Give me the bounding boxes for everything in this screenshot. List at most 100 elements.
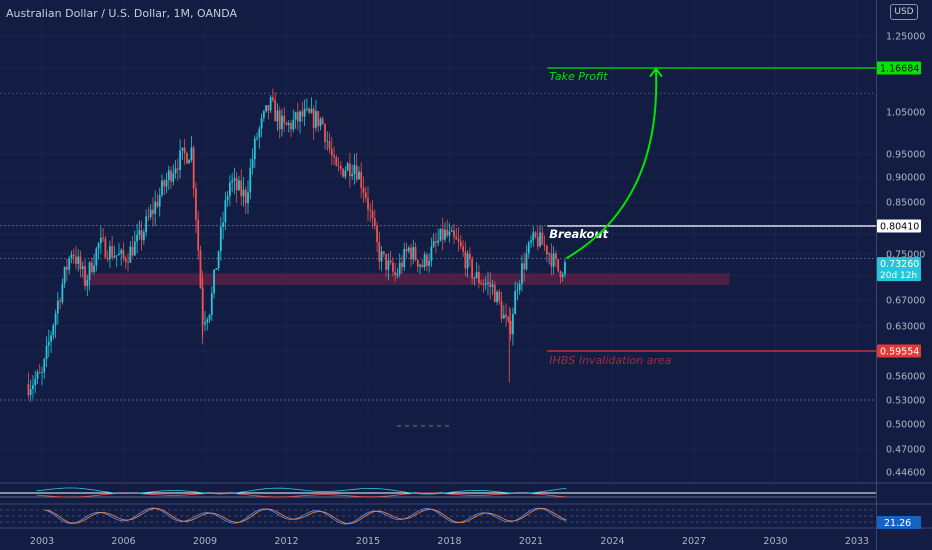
currency-button[interactable]: USD [890, 4, 918, 20]
y-tick-label: 0.47000 [886, 445, 925, 456]
price-axis: 0.44600 0.47000 0.50000 0.53000 0.56000 0.630… [877, 32, 925, 479]
candle-body [244, 189, 247, 204]
candle-body [416, 259, 419, 267]
candle-body [106, 257, 109, 260]
candle-body [428, 260, 431, 266]
y-tick-label: 0.75000 [886, 250, 925, 261]
candle-body [75, 256, 77, 264]
candle-body [398, 262, 401, 274]
candle-body [140, 230, 143, 241]
candle-body [371, 210, 374, 219]
candle-body [115, 255, 118, 256]
candle-body [84, 266, 86, 287]
candle-body [34, 379, 37, 386]
y-tick-label: 0.50000 [886, 420, 925, 431]
y-tick-label: 0.63000 [886, 322, 925, 333]
candle-body [561, 274, 564, 277]
y-tick-label: 1.05000 [886, 108, 925, 119]
candle-body [242, 189, 245, 197]
candle-body [172, 173, 175, 182]
candle-body [52, 325, 55, 336]
candle-body [362, 188, 365, 193]
candle-body [392, 262, 394, 272]
candle-body [299, 111, 301, 122]
candle-body [95, 248, 98, 266]
candle-body [555, 253, 557, 260]
price-label-box [877, 344, 921, 358]
candle-body [272, 97, 274, 101]
candle-body [552, 253, 555, 267]
projection-arrowhead [649, 67, 663, 78]
candle-body [389, 260, 392, 263]
candle-body [550, 253, 553, 267]
candle-body [301, 111, 304, 117]
candle-body [154, 201, 157, 214]
candle-body [412, 246, 415, 260]
candle-body [430, 246, 433, 261]
candle-body [303, 108, 306, 117]
candle-body [342, 168, 344, 177]
dotted-levels-layer [0, 92, 876, 427]
candle-body [471, 259, 474, 279]
candle-body [407, 247, 410, 252]
candle-body [240, 180, 243, 197]
candle-body [437, 240, 440, 243]
candle-body [294, 112, 297, 120]
candle-body [360, 171, 363, 189]
candle-body [93, 265, 95, 273]
support-zone [82, 273, 730, 285]
price-label-box [877, 219, 921, 233]
candle-body [219, 226, 222, 252]
candle-body [68, 258, 71, 270]
indicator2-d-line [44, 508, 567, 524]
candle-body [118, 253, 120, 256]
candle-body [229, 182, 231, 197]
candle-body [439, 228, 442, 241]
candle-body [455, 236, 458, 240]
price-label-text: 1.16684 [880, 64, 919, 75]
candle-body [181, 147, 184, 151]
candle-body [283, 115, 286, 123]
candle-body [61, 283, 64, 302]
candle-body [523, 263, 526, 270]
candle-body [462, 246, 464, 252]
candle-body [199, 250, 202, 289]
chart-title: Australian Dollar / U.S. Dollar, 1M, OAN… [6, 7, 237, 20]
candle-body [113, 255, 116, 258]
candle-body [444, 229, 446, 240]
candle-body [32, 385, 34, 390]
candle-body [213, 269, 215, 294]
support-zone-layer [82, 273, 730, 285]
candle-body [534, 232, 537, 237]
candle-body [548, 253, 551, 255]
indicator2-value-box [877, 516, 921, 529]
candle-body [201, 288, 204, 325]
candle-body [174, 168, 177, 174]
candle-body [152, 209, 154, 214]
candle-body [45, 345, 48, 360]
indicator-panes: 21.26 [0, 482, 932, 529]
candle-body [541, 232, 544, 245]
time-axis: 2003 2006 2009 2012 2015 2018 2021 2024 2027 2030… [30, 536, 869, 547]
price-label-box [877, 257, 921, 282]
candle-body [536, 236, 539, 247]
candle-body [292, 119, 295, 130]
candle-body [482, 284, 485, 286]
candle-body [102, 237, 105, 239]
candle-body [423, 254, 426, 267]
indicator2-k-line [44, 507, 567, 525]
candle-body [514, 291, 517, 315]
candle-body [559, 271, 562, 277]
candle-body [321, 118, 324, 125]
candle-body [312, 108, 315, 128]
y-tick-label: 0.85000 [886, 198, 925, 209]
candle-body [414, 246, 417, 260]
y-tick-label: 0.95000 [886, 150, 925, 161]
y-tick-label: 1.25000 [886, 32, 925, 43]
candle-body [133, 241, 136, 256]
candle-body [142, 232, 145, 241]
x-tick-label: 2015 [356, 536, 380, 547]
candle-body [344, 170, 347, 177]
candle-body [59, 300, 62, 302]
